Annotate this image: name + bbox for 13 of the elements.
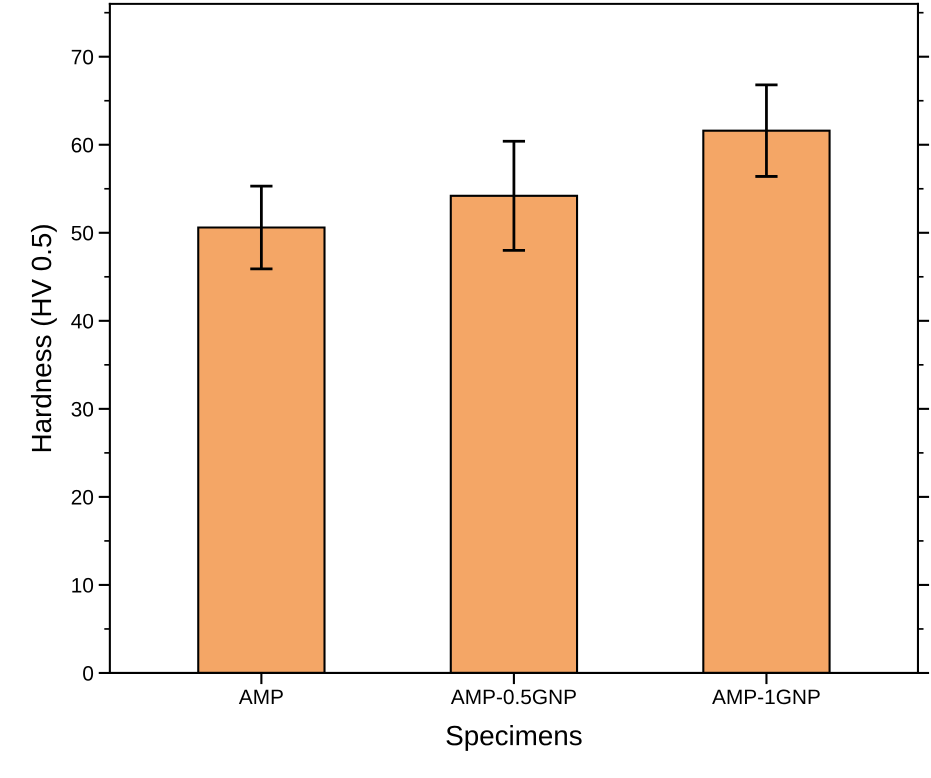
y-tick-label: 50	[72, 226, 94, 241]
x-tick-label: AMP-1GNP	[712, 689, 820, 704]
y-tick-label: 10	[72, 578, 94, 593]
y-tick-label: 0	[83, 666, 94, 681]
y-axis-title: Hardness (HV 0.5)	[30, 225, 57, 452]
x-tick-label: AMP	[238, 690, 283, 704]
y-tick-label: 20	[72, 490, 94, 505]
y-tick-label: 70	[72, 50, 94, 64]
x-tick-label: AMP-0.5GNP	[450, 689, 576, 704]
x-axis-title: Specimens	[446, 725, 582, 751]
y-tick-label: 40	[71, 314, 94, 329]
y-tick-label: 60	[72, 138, 94, 153]
y-tick-label: 30	[72, 402, 94, 417]
